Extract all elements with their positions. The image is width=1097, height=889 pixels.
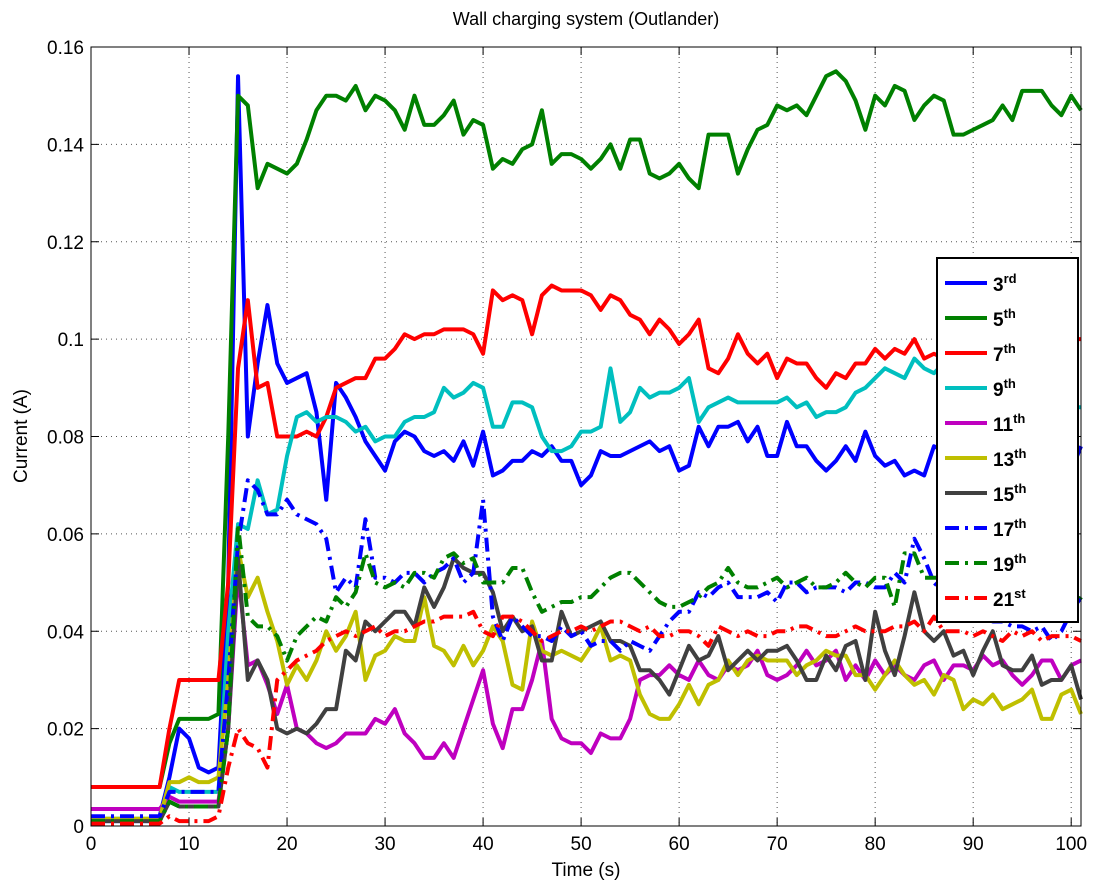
series-line [91,283,1081,790]
legend-label: 17th [993,516,1026,541]
series-line [91,546,1083,821]
legend-label: 11th [993,411,1025,436]
plot-frame [90,46,1082,827]
chart-title: Wall charging system (Outlander) [453,9,719,29]
legend-label: 3rd [993,271,1017,296]
x-tick-label: 20 [276,834,297,855]
y-axis-label: Current (A) [11,389,32,483]
x-tick-label: 40 [473,834,494,855]
y-tick-label: 0.14 [47,135,84,156]
series-line [91,522,1083,824]
y-tick-label: 0.06 [47,525,84,546]
x-tick-label: 50 [571,834,592,855]
y-tick-label: 0.08 [47,428,84,449]
legend-label: 15th [993,481,1026,506]
x-tick-label: 100 [1055,834,1087,855]
x-tick-label: 10 [178,834,199,855]
legend-label: 7th [993,341,1016,366]
y-tick-label: 0.12 [47,233,84,254]
x-tick-label: 30 [374,834,395,855]
x-tick-label: 80 [865,834,886,855]
legend: 3rd 5th 7th 9th 11th 13th 15th 17th 19th 21st [936,257,1079,623]
x-tick-label: 70 [767,834,788,855]
legend-label: 5th [993,306,1016,331]
x-tick-label: 0 [86,834,97,855]
y-tick-label: 0.02 [47,720,84,741]
y-tick-label: 0 [73,817,84,838]
legend-label: 9th [993,376,1016,401]
x-tick-label: 60 [669,834,690,855]
series-line [91,69,1083,790]
y-tick-label: 0.16 [47,38,84,59]
series-line [91,478,1083,819]
x-tick-label: 90 [963,834,984,855]
series-line [91,609,1082,826]
legend-label: 21st [993,586,1026,611]
y-tick-label: 0.04 [47,622,84,643]
legend-label: 19th [993,551,1026,576]
x-axis-label: Time (s) [552,860,621,881]
legend-label: 13th [993,446,1026,471]
y-tick-label: 0.1 [58,330,84,351]
